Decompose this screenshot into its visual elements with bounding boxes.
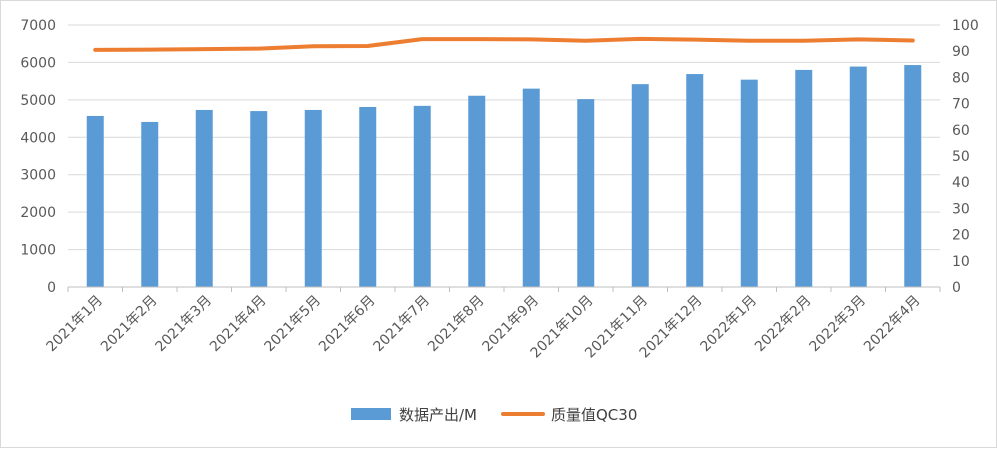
- legend-label-line: 质量值QC30: [551, 406, 637, 424]
- bar: [849, 66, 867, 287]
- bar: [195, 109, 213, 287]
- x-tick-label: 2021年2月: [98, 293, 161, 356]
- bar: [413, 105, 431, 288]
- x-tick-label: 2022年3月: [806, 293, 869, 356]
- bar: [468, 95, 486, 288]
- bar: [141, 121, 159, 287]
- bar: [904, 65, 922, 287]
- left-tick-label: 1000: [20, 243, 56, 259]
- quality-line: [93, 36, 915, 52]
- right-tick-label: 50: [952, 149, 970, 165]
- bar: [631, 84, 649, 287]
- x-tick-label: 2021年1月: [43, 293, 106, 356]
- bar-series: [86, 65, 922, 288]
- x-tick-label: 2021年5月: [261, 293, 324, 356]
- left-tick-label: 7000: [20, 18, 56, 34]
- line-series: [93, 36, 915, 52]
- x-tick-label: 2021年6月: [316, 293, 379, 356]
- left-tick-label: 0: [47, 280, 56, 296]
- x-tick-label: 2021年4月: [207, 293, 270, 356]
- left-axis-ticks: 0 1000 2000 3000 4000 5000 6000 7000: [20, 18, 56, 296]
- right-tick-label: 70: [952, 97, 970, 113]
- right-tick-label: 100: [952, 18, 979, 34]
- x-tick-label: 2021年7月: [370, 293, 433, 356]
- left-tick-label: 3000: [20, 168, 56, 184]
- right-tick-label: 20: [952, 228, 970, 244]
- x-tick-label: 2022年1月: [697, 293, 760, 356]
- x-tick-label: 2022年2月: [752, 293, 815, 356]
- gridlines: [68, 24, 940, 251]
- bar: [86, 115, 104, 287]
- bar: [359, 106, 377, 288]
- right-tick-label: 30: [952, 201, 970, 217]
- bar: [686, 74, 704, 287]
- bar: [795, 69, 813, 288]
- right-tick-label: 60: [952, 123, 970, 139]
- right-axis-ticks: 0 10 20 30 40 50 60 70 80 90 100: [952, 18, 979, 296]
- right-tick-label: 80: [952, 70, 970, 86]
- right-tick-label: 10: [952, 254, 970, 270]
- x-axis-ticks: 2021年1月2021年2月2021年3月2021年4月2021年5月2021年…: [43, 293, 923, 362]
- x-tick-label: 2021年3月: [152, 293, 215, 356]
- bar: [577, 99, 595, 287]
- bar: [522, 88, 540, 287]
- right-tick-label: 0: [952, 280, 961, 296]
- left-tick-label: 2000: [20, 205, 56, 221]
- left-tick-label: 4000: [20, 130, 56, 146]
- bar: [740, 79, 758, 287]
- right-tick-label: 40: [952, 175, 970, 191]
- right-tick-label: 90: [952, 44, 970, 60]
- left-tick-label: 6000: [20, 55, 56, 71]
- bar: [304, 109, 322, 287]
- legend-swatch-bar: [351, 408, 391, 420]
- x-tick-label: 2021年8月: [425, 293, 488, 356]
- left-tick-label: 5000: [20, 93, 56, 109]
- legend-label-bar: 数据产出/M: [399, 406, 477, 424]
- axes: [67, 286, 941, 292]
- bar: [250, 111, 268, 287]
- legend: 数据产出/M 质量值QC30: [351, 406, 637, 424]
- x-tick-label: 2022年4月: [861, 293, 924, 356]
